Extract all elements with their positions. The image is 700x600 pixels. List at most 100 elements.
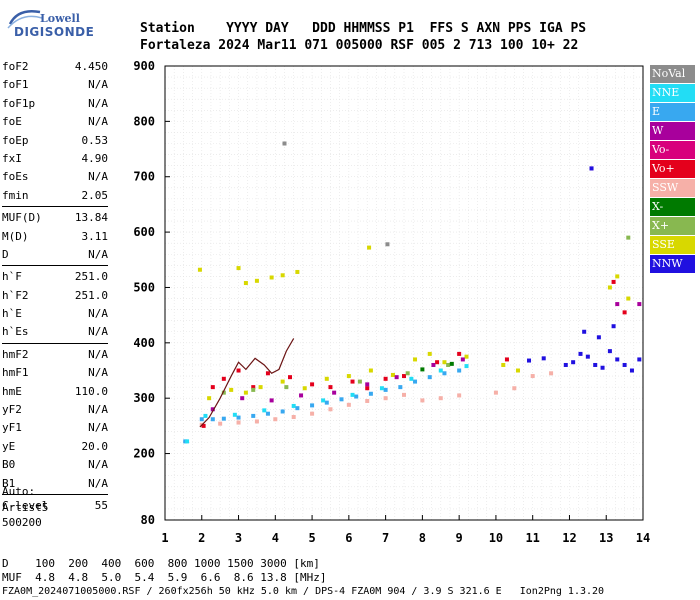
echo-point — [527, 358, 532, 363]
y-tick-label: 800 — [133, 114, 155, 128]
echo-point — [284, 385, 289, 390]
echo-point — [607, 285, 612, 290]
param-value: N/A — [88, 247, 108, 261]
param-value: 251.0 — [74, 288, 108, 302]
echo-point — [402, 374, 406, 379]
echo-point — [611, 324, 616, 329]
param-name: M(D) — [2, 229, 29, 243]
y-tick-label: 600 — [133, 225, 155, 239]
param-name: D — [2, 247, 9, 261]
autoscaling-info: Auto: Artist5 500200 — [2, 484, 48, 531]
x-tick-label: 6 — [345, 531, 352, 545]
echo-point — [236, 368, 241, 373]
legend-item: NoVal — [650, 65, 695, 83]
param-name: B0 — [2, 458, 16, 472]
echo-point — [629, 368, 634, 373]
echo-point — [346, 402, 351, 407]
legend-item: SSE — [650, 236, 695, 254]
param-row: h`Es N/A — [2, 323, 108, 341]
echo-point — [365, 382, 370, 387]
param-value: 4.90 — [81, 151, 109, 165]
echo-point — [310, 382, 315, 387]
x-tick-label: 1 — [161, 531, 168, 545]
echo-point — [409, 376, 414, 381]
echo-point — [197, 267, 202, 272]
y-tick-label: 900 — [133, 59, 155, 73]
echo-point — [185, 439, 190, 444]
param-separator — [2, 493, 108, 495]
x-axis-ticks: 1 2 3 4 5 6 7 8 9 10 11 12 13 14 — [161, 515, 650, 545]
x-tick-label: 14 — [636, 531, 650, 545]
param-row: hmE 110.0 — [2, 383, 108, 401]
echo-point — [302, 386, 307, 391]
echo-point — [390, 372, 395, 377]
param-name: foEp — [2, 133, 29, 147]
echo-point — [288, 375, 293, 380]
echo-point — [626, 235, 631, 240]
param-name: B1 — [2, 476, 16, 490]
echo-point — [218, 421, 223, 426]
echo-point — [512, 386, 517, 391]
footer-info: D 100 200 400 600 800 1000 1500 3000 [km… — [2, 557, 604, 599]
footer-file-info: FZA0M_2024071005000.RSF / 260fx256h 50 k… — [2, 586, 605, 597]
echo-point — [501, 362, 506, 367]
param-name: h`F — [2, 270, 22, 284]
param-name: fxI — [2, 151, 22, 165]
echo-point — [291, 415, 296, 420]
param-name: hmF1 — [2, 366, 29, 380]
logo-text-digisonde: DIGISONDE — [14, 25, 95, 39]
echo-point — [593, 362, 598, 367]
echo-point — [210, 385, 215, 390]
param-row: yF1 N/A — [2, 419, 108, 437]
echo-point — [398, 385, 403, 390]
echo-point — [321, 398, 326, 403]
echo-point — [464, 364, 469, 369]
y-tick-label: 300 — [133, 391, 155, 405]
plot-frame — [164, 65, 644, 521]
param-row: h`E N/A — [2, 305, 108, 323]
param-name: hmE — [2, 384, 22, 398]
legend-item: SSW — [650, 179, 695, 197]
echo-point — [457, 368, 462, 373]
param-row: fmin 2.05 — [2, 187, 108, 205]
echo-point — [420, 367, 425, 372]
param-row: foF1p N/A — [2, 95, 108, 113]
echo-point — [442, 360, 447, 365]
y-tick-label: 500 — [133, 280, 155, 294]
param-value: 0.53 — [81, 133, 109, 147]
param-name: C-level — [2, 498, 49, 512]
param-name: h`E — [2, 307, 22, 321]
echo-point — [354, 394, 359, 399]
echo-point — [383, 376, 388, 381]
param-separator — [2, 206, 108, 208]
echo-point — [295, 406, 300, 411]
x-tick-label: 7 — [382, 531, 389, 545]
echo-point — [346, 374, 351, 379]
param-name: foF1p — [2, 96, 36, 110]
param-row: fxI 4.90 — [2, 150, 108, 168]
echo-point — [515, 368, 520, 373]
param-row: yF2 N/A — [2, 401, 108, 419]
param-row: M(D) 3.11 — [2, 228, 108, 246]
x-tick-label: 10 — [489, 531, 503, 545]
echo-point — [221, 376, 226, 381]
echo-point — [365, 386, 370, 391]
echo-point — [269, 275, 274, 280]
echo-point — [578, 351, 583, 356]
param-value: N/A — [88, 325, 108, 339]
echo-point — [243, 390, 248, 395]
echo-point — [350, 379, 355, 384]
echo-point — [221, 390, 226, 395]
echo-point — [611, 279, 616, 284]
trace-line — [199, 338, 295, 428]
param-value: N/A — [88, 96, 108, 110]
echo-point — [299, 393, 304, 398]
echo-point — [585, 354, 590, 359]
echo-point — [385, 242, 390, 247]
echo-point — [449, 361, 454, 366]
echo-point — [324, 376, 329, 381]
param-value: 3.11 — [81, 229, 109, 243]
param-row: hmF2 N/A — [2, 346, 108, 364]
param-value: N/A — [88, 78, 108, 92]
param-row: h`F 251.0 — [2, 268, 108, 286]
